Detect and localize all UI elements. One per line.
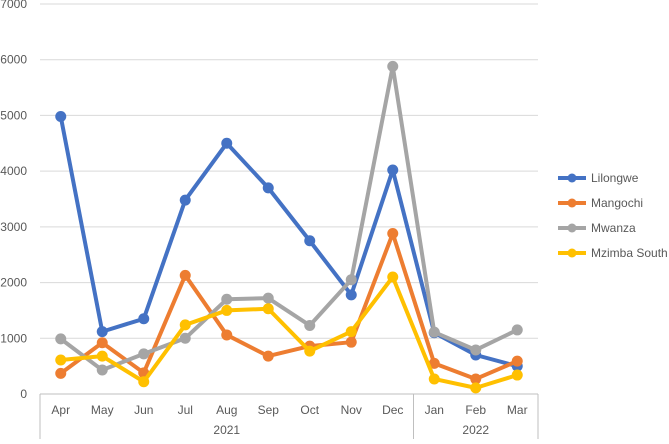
data-point-lilongwe	[221, 137, 233, 149]
data-point-mzimba-south	[96, 350, 108, 362]
data-point-mangochi	[428, 357, 440, 369]
data-point-mangochi	[511, 355, 523, 367]
y-tick-label: 4000	[0, 164, 27, 178]
data-point-mwanza	[470, 344, 482, 356]
data-point-lilongwe	[96, 326, 108, 338]
data-point-mwanza	[304, 319, 316, 331]
series-lines	[55, 60, 523, 394]
x-tick-label: Nov	[341, 403, 362, 417]
data-point-mzimba-south	[138, 376, 150, 388]
data-point-mzimba-south	[55, 354, 67, 366]
data-point-lilongwe	[262, 182, 274, 194]
data-point-mwanza	[138, 348, 150, 360]
y-tick-label: 6000	[0, 53, 27, 67]
y-tick-label: 7000	[0, 0, 27, 11]
series-line-mzimba-south	[58, 275, 520, 390]
legend-label: Mangochi	[591, 196, 643, 210]
x-tick-label: Jan	[425, 403, 444, 417]
data-point-mwanza	[179, 332, 191, 344]
data-point-mangochi	[221, 329, 233, 341]
data-point-mzimba-south	[304, 345, 316, 357]
legend-item-mangochi: Mangochi	[558, 196, 643, 210]
data-point-mangochi	[470, 373, 482, 385]
x-tick-label: Oct	[300, 403, 319, 417]
data-point-mzimba-south	[387, 271, 399, 283]
x-tick-label: Aug	[216, 403, 237, 417]
data-point-lilongwe	[138, 313, 150, 325]
data-point-mzimba-south	[511, 369, 523, 381]
legend-swatch-marker	[567, 198, 577, 208]
data-point-mwanza	[511, 324, 523, 336]
data-point-mzimba-south	[262, 303, 274, 315]
legend-swatch-marker	[567, 248, 577, 258]
legend-item-mwanza: Mwanza	[558, 221, 636, 235]
y-tick-label: 0	[20, 387, 27, 401]
data-point-mwanza	[262, 292, 274, 304]
data-point-mzimba-south	[428, 373, 440, 385]
data-point-mangochi	[179, 269, 191, 281]
data-point-mwanza	[387, 60, 399, 72]
legend-label: Lilongwe	[591, 171, 639, 185]
data-point-lilongwe	[387, 164, 399, 176]
data-point-lilongwe	[304, 235, 316, 247]
data-point-mwanza	[96, 364, 108, 376]
legend: Lilongwe Mangochi Mwanza Mzimba South	[558, 171, 668, 260]
data-point-mwanza	[55, 333, 67, 345]
data-point-mwanza	[221, 293, 233, 305]
data-point-mangochi	[387, 228, 399, 240]
x-tick-label: Feb	[465, 403, 486, 417]
legend-swatch-marker	[567, 173, 577, 183]
x-tick-label: May	[91, 403, 114, 417]
data-point-mzimba-south	[470, 382, 482, 394]
data-point-lilongwe	[179, 194, 191, 206]
legend-item-mzimba-south: Mzimba South	[558, 246, 668, 260]
x-tick-label: Apr	[51, 403, 70, 417]
series-line-mwanza	[58, 64, 520, 373]
data-point-lilongwe	[345, 289, 357, 301]
series-mzimba-south	[55, 271, 523, 394]
x-group-label: 2022	[462, 423, 489, 437]
x-tick-label: Jul	[178, 403, 193, 417]
data-point-lilongwe	[55, 111, 67, 123]
series-line-mangochi	[58, 231, 520, 381]
gridlines	[40, 3, 538, 339]
data-point-mzimba-south	[179, 319, 191, 331]
legend-label: Mzimba South	[591, 246, 668, 260]
data-point-mwanza	[428, 326, 440, 338]
data-point-mwanza	[345, 274, 357, 286]
data-point-mzimba-south	[345, 326, 357, 338]
series-mwanza	[55, 60, 523, 376]
y-tick-label: 3000	[0, 220, 27, 234]
x-tick-label: Sep	[258, 403, 280, 417]
y-tick-label: 5000	[0, 108, 27, 122]
data-point-mangochi	[345, 336, 357, 348]
legend-label: Mwanza	[591, 221, 636, 235]
y-tick-label: 1000	[0, 331, 27, 345]
axes: 0 1000 2000 3000 4000 5000 6000 7000 Apr May Jun Ju…	[0, 0, 539, 439]
legend-swatch-marker	[567, 223, 577, 233]
x-tick-label: Jun	[134, 403, 153, 417]
x-tick-label: Dec	[382, 403, 403, 417]
x-group-label: 2021	[213, 423, 240, 437]
y-tick-label: 2000	[0, 276, 27, 290]
data-point-mzimba-south	[221, 304, 233, 316]
data-point-mangochi	[96, 337, 108, 349]
data-point-mangochi	[262, 350, 274, 362]
series-mangochi	[55, 228, 523, 385]
x-tick-label: Mar	[507, 403, 528, 417]
data-point-mangochi	[55, 367, 67, 379]
legend-item-lilongwe: Lilongwe	[558, 171, 639, 185]
